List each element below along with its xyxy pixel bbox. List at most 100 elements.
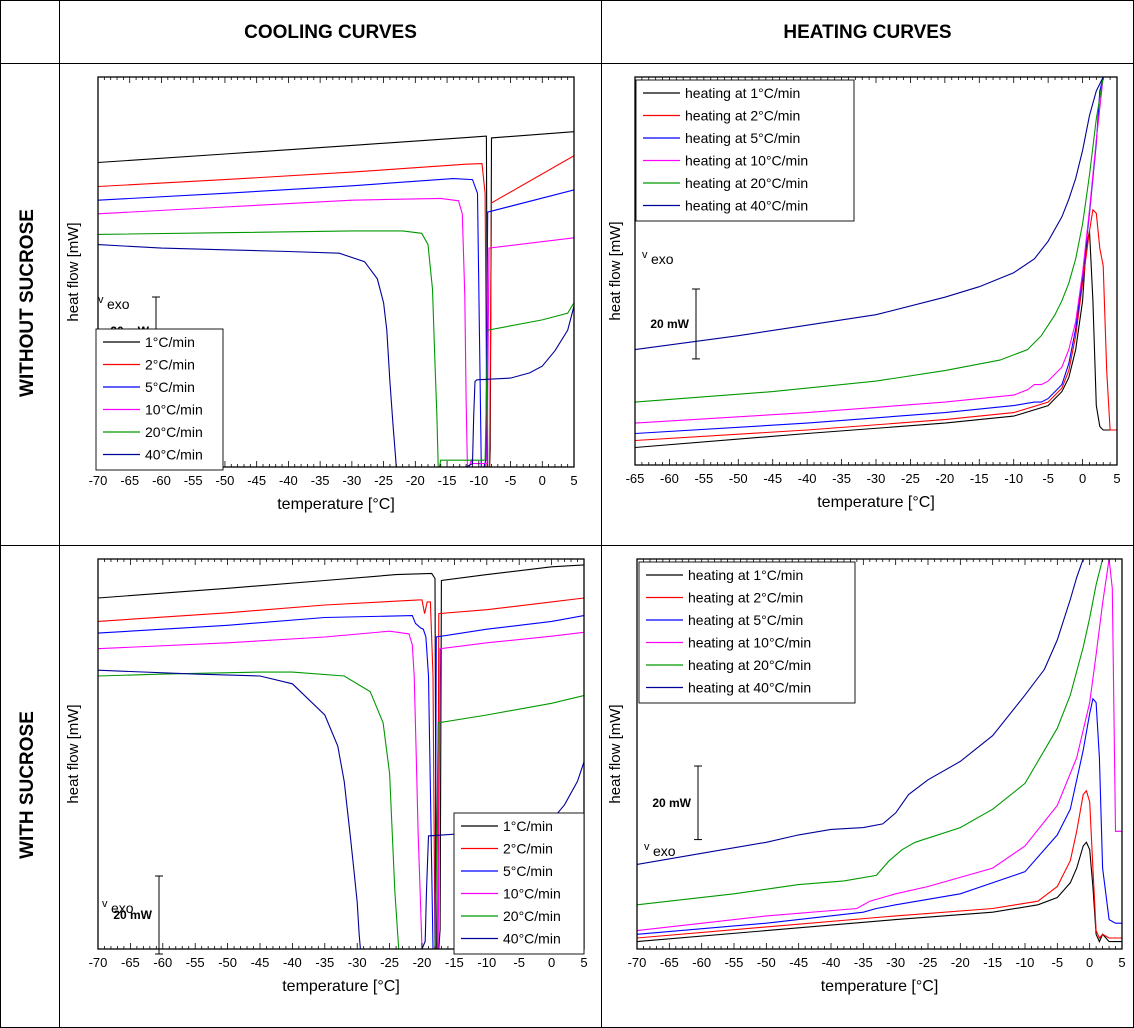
exo-label: exo [653, 843, 676, 859]
row-label-without-sucrose: WITHOUT SUCROSE [17, 209, 38, 397]
label-column-divider [59, 0, 60, 1028]
x-tick-label: -40 [822, 955, 841, 970]
legend-label: heating at 1°C/min [688, 567, 803, 583]
x-tick-label: -20 [406, 473, 425, 488]
y-axis-label: heat flow [mW] [607, 704, 624, 803]
legend-label: 10°C/min [145, 402, 203, 418]
series-line-2 [635, 208, 1117, 442]
chart-cooling-without-sucrose: -70 -65 -60 -55 -50 -45 -40 -35 -30 -25 -20 -15 -10-… [65, 76, 578, 513]
scale-bar-label: 20 mW [652, 796, 691, 810]
series-line-5 [98, 671, 584, 949]
x-tick-label: 5 [570, 473, 577, 488]
border-top [0, 0, 1134, 1]
x-tick-label: -10 [1016, 955, 1035, 970]
x-tick-label: -30 [886, 955, 905, 970]
series-line-3 [637, 697, 1122, 935]
x-tick-label: -50 [216, 473, 235, 488]
legend-box [95, 328, 224, 471]
x-tick-label: -30 [342, 473, 361, 488]
legend-label: heating at 10°C/min [688, 635, 811, 651]
x-tick-label: -25 [901, 471, 920, 486]
x-axis-label: temperature [°C] [282, 978, 400, 995]
exo-arrow: v [642, 249, 648, 261]
x-tick-label: -65 [660, 955, 679, 970]
x-axis-label: temperature [°C] [817, 494, 935, 511]
series-line-4 [637, 559, 1122, 932]
legend-label: 1°C/min [503, 818, 553, 834]
x-axis-label: temperature [°C] [821, 978, 939, 995]
legend-label: heating at 2°C/min [685, 108, 800, 124]
x-tick-label: -60 [153, 955, 172, 970]
x-tick-label: -55 [186, 955, 205, 970]
x-tick-label: -65 [120, 473, 139, 488]
legend-label: heating at 5°C/min [685, 130, 800, 146]
legend-label: heating at 10°C/min [685, 153, 808, 169]
row-divider [0, 545, 1134, 546]
x-tick-label: -55 [184, 473, 203, 488]
plot-frame [97, 558, 585, 950]
x-axis-label: temperature [°C] [277, 496, 395, 513]
x-tick-label: -45 [789, 955, 808, 970]
series-line-5 [635, 77, 1104, 403]
x-tick-label: -15 [970, 471, 989, 486]
x-tick-label: -15 [438, 473, 457, 488]
series-line-2 [98, 597, 584, 949]
y-axis-label: heat flow [mW] [607, 221, 624, 320]
series-line-6 [635, 77, 1104, 351]
series-line-6 [637, 559, 1084, 865]
x-tick-label: -35 [311, 473, 330, 488]
legend-label: 40°C/min [503, 931, 561, 947]
x-tick-label: -25 [380, 955, 399, 970]
x-tick-label: -35 [315, 955, 334, 970]
legend-label: heating at 40°C/min [688, 680, 811, 696]
x-tick-label: -60 [692, 955, 711, 970]
x-tick-label: -40 [283, 955, 302, 970]
exo-arrow: v [98, 294, 104, 306]
series-line-4 [98, 630, 584, 949]
x-tick-label: -25 [919, 955, 938, 970]
x-tick-label: -35 [854, 955, 873, 970]
x-tick-label: -5 [1052, 955, 1064, 970]
x-tick-label: -55 [725, 955, 744, 970]
border-left [0, 0, 1, 1028]
series-line-5 [98, 230, 574, 467]
legend-label: 20°C/min [145, 424, 203, 440]
exo-label: exo [111, 900, 134, 916]
x-tick-label: 0 [1086, 955, 1093, 970]
exo-arrow: v [102, 898, 108, 910]
x-tick-label: -60 [660, 471, 679, 486]
legend-label: 2°C/min [503, 841, 553, 857]
header-divider [0, 63, 1134, 64]
x-tick-label: -5 [505, 473, 517, 488]
x-tick-label: -50 [218, 955, 237, 970]
x-tick-label: 0 [1079, 471, 1086, 486]
legend-label: 10°C/min [503, 886, 561, 902]
x-tick-label: -20 [935, 471, 954, 486]
legend-box [638, 561, 856, 704]
header-heating: HEATING CURVES [783, 22, 952, 43]
series-line-6 [98, 244, 574, 467]
x-tick-label: -10 [1004, 471, 1023, 486]
series-line-3 [98, 615, 584, 949]
chart-heating-with-sucrose: -70 -65 -60 -55 -50 -45 -40 -35 -30 -25 -20 -15 -10-… [607, 558, 1126, 995]
x-tick-label: -45 [247, 473, 266, 488]
legend-label: 5°C/min [503, 863, 553, 879]
legend-label: heating at 40°C/min [685, 198, 808, 214]
x-tick-label: -10 [469, 473, 488, 488]
exo-label: exo [651, 251, 674, 267]
x-tick-label: -55 [694, 471, 713, 486]
x-tick-label: -10 [477, 955, 496, 970]
x-tick-label: 5 [1113, 471, 1120, 486]
legend-label: 20°C/min [503, 908, 561, 924]
x-tick-label: -5 [513, 955, 525, 970]
series-line-3 [98, 178, 574, 467]
x-tick-label: -45 [763, 471, 782, 486]
legend-label: heating at 2°C/min [688, 590, 803, 606]
legend-label: 40°C/min [145, 447, 203, 463]
scale-bar-label: 20 mW [113, 908, 152, 922]
scale-bar-label: 20 mW [650, 317, 689, 331]
x-tick-label: -65 [626, 471, 645, 486]
exo-label: exo [107, 296, 130, 312]
legend-label: heating at 5°C/min [688, 612, 803, 628]
x-tick-label: -5 [1042, 471, 1054, 486]
